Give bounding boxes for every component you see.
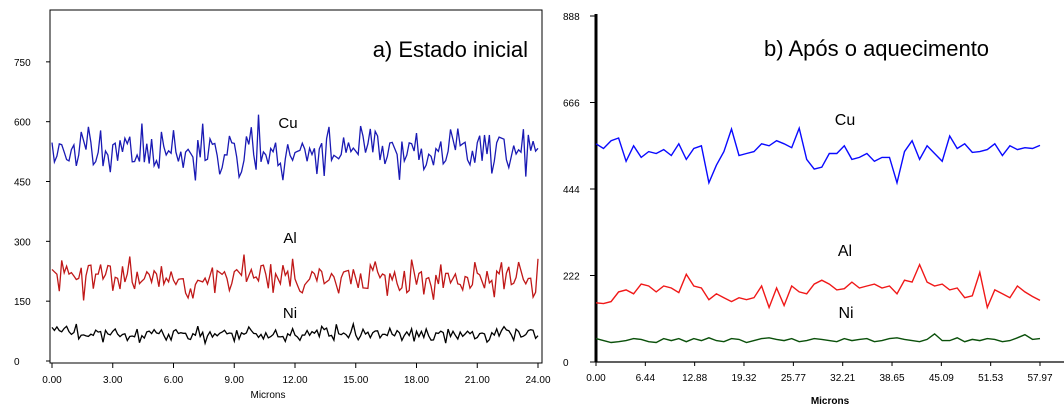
chart-b-xtick-label: 25.77 (781, 373, 806, 384)
chart-a-series-label-al: Al (283, 230, 296, 247)
chart-b-ytick-label: 222 (563, 272, 580, 283)
chart-b-series-ni (595, 333, 1041, 344)
chart-a-series: Cu Al Ni (51, 114, 539, 346)
chart-b-y-axis: 0 222 444 666 888 (563, 12, 596, 369)
chart-b-x-axis: 0.00 6.44 12.88 19.32 25.77 32.21 38.65 45.09 51… (586, 362, 1053, 384)
chart-a-ytick-label: 0 (14, 357, 20, 368)
chart-a-y-axis: 0 150 300 450 600 750 (14, 58, 50, 368)
chart-b-series-label-cu: Cu (835, 112, 855, 129)
chart-a-xtick-label: 18.00 (404, 375, 429, 386)
chart-b-ytick-label: 888 (563, 12, 580, 23)
chart-b-ytick-label: 0 (563, 358, 569, 369)
chart-a-xlabel: Microns (250, 390, 285, 401)
chart-b-xlabel: Microns (811, 396, 850, 407)
chart-a-ytick-label: 600 (14, 118, 31, 129)
chart-b-series: Cu Al Ni (595, 112, 1041, 344)
chart-b-xtick-label: 45.09 (929, 373, 954, 384)
chart-a-series-label-ni: Ni (283, 305, 297, 322)
chart-b-xtick-label: 12.88 (682, 373, 707, 384)
chart-b-xtick-label: 6.44 (636, 373, 656, 384)
chart-a-xtick-label: 3.00 (103, 375, 123, 386)
chart-b-xtick-label: 51.53 (978, 373, 1003, 384)
chart-a-series-al (51, 254, 539, 301)
chart-b-series-al (595, 262, 1041, 310)
chart-b-xtick-label: 38.65 (880, 373, 905, 384)
chart-a: 0 150 300 450 600 750 0.00 3.00 6.00 9.00 12.00 15… (14, 9, 551, 401)
chart-a-ytick-label: 150 (14, 297, 31, 308)
chart-a-ytick-label: 750 (14, 58, 31, 69)
chart-a-ytick-label: 450 (14, 178, 31, 189)
chart-a-xtick-label: 24.00 (525, 375, 550, 386)
chart-a-xtick-label: 15.00 (343, 375, 368, 386)
chart-b: 0 222 444 666 888 0.00 6.44 12.88 19.32 25.77 32.… (563, 12, 1064, 407)
chart-b-xtick-label: 32.21 (830, 373, 855, 384)
chart-b-ytick-label: 444 (563, 185, 580, 196)
chart-a-series-label-cu: Cu (278, 115, 297, 132)
chart-a-xtick-label: 21.00 (465, 375, 490, 386)
chart-a-series-cu (51, 114, 539, 181)
chart-b-xtick-label: 57.97 (1027, 373, 1052, 384)
chart-a-xtick-label: 6.00 (164, 375, 184, 386)
chart-a-title: a) Estado inicial (373, 37, 528, 62)
chart-b-title: b) Após o aquecimento (764, 36, 989, 61)
chart-a-x-axis: 0.00 3.00 6.00 9.00 12.00 15.00 18.00 21.00 24.0… (42, 363, 551, 386)
chart-b-series-label-ni: Ni (838, 305, 853, 322)
chart-a-ytick-label: 300 (14, 237, 31, 248)
chart-a-xtick-label: 12.00 (282, 375, 307, 386)
chart-b-series-label-al: Al (838, 243, 852, 260)
chart-b-xtick-label: 19.32 (731, 373, 756, 384)
chart-a-xtick-label: 0.00 (42, 375, 62, 386)
chart-b-ytick-label: 666 (563, 99, 580, 110)
chart-a-xtick-label: 9.00 (225, 375, 245, 386)
chart-b-xtick-label: 0.00 (586, 373, 606, 384)
chart-a-plot-frame (49, 9, 543, 364)
chart-b-series-cu (595, 125, 1041, 186)
chart-a-series-ni (51, 321, 539, 346)
